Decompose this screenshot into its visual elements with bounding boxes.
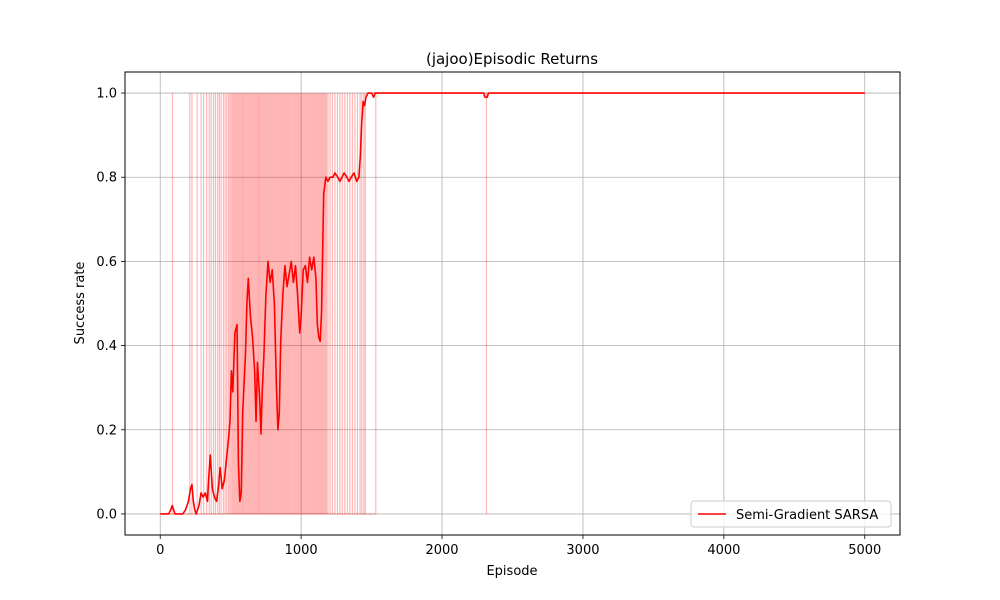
x-tick-label: 1000: [285, 543, 318, 558]
y-tick-label: 1.0: [96, 87, 117, 102]
y-tick-label: 0.2: [96, 423, 117, 438]
x-tick-label: 0: [156, 543, 164, 558]
y-axis-label: Success rate: [73, 262, 88, 345]
plot-frame: [124, 71, 901, 536]
series-lines: [160, 92, 865, 515]
legend-label: Semi-Gradient SARSA: [736, 508, 878, 523]
x-tick-label: 2000: [425, 543, 458, 558]
y-tick-label: 0.4: [96, 339, 117, 354]
legend-frame: [690, 500, 892, 528]
x-axis-label: Episode: [486, 564, 537, 579]
legend: Semi-Gradient SARSA: [690, 500, 892, 528]
x-tick-label: 5000: [848, 543, 881, 558]
axis-ticks: 0 1000 2000 3000 4000 5000 0.0 0.2 0.4 0.6 0.8 1.0: [96, 87, 881, 558]
x-tick-label: 3000: [566, 543, 599, 558]
y-tick-label: 0.8: [96, 171, 117, 186]
y-tick-label: 0.6: [96, 255, 117, 270]
x-tick-label: 4000: [707, 543, 740, 558]
y-tick-label: 0.0: [96, 507, 117, 522]
series-line: [160, 92, 865, 515]
chart-title: (jajoo)Episodic Returns: [426, 50, 598, 68]
